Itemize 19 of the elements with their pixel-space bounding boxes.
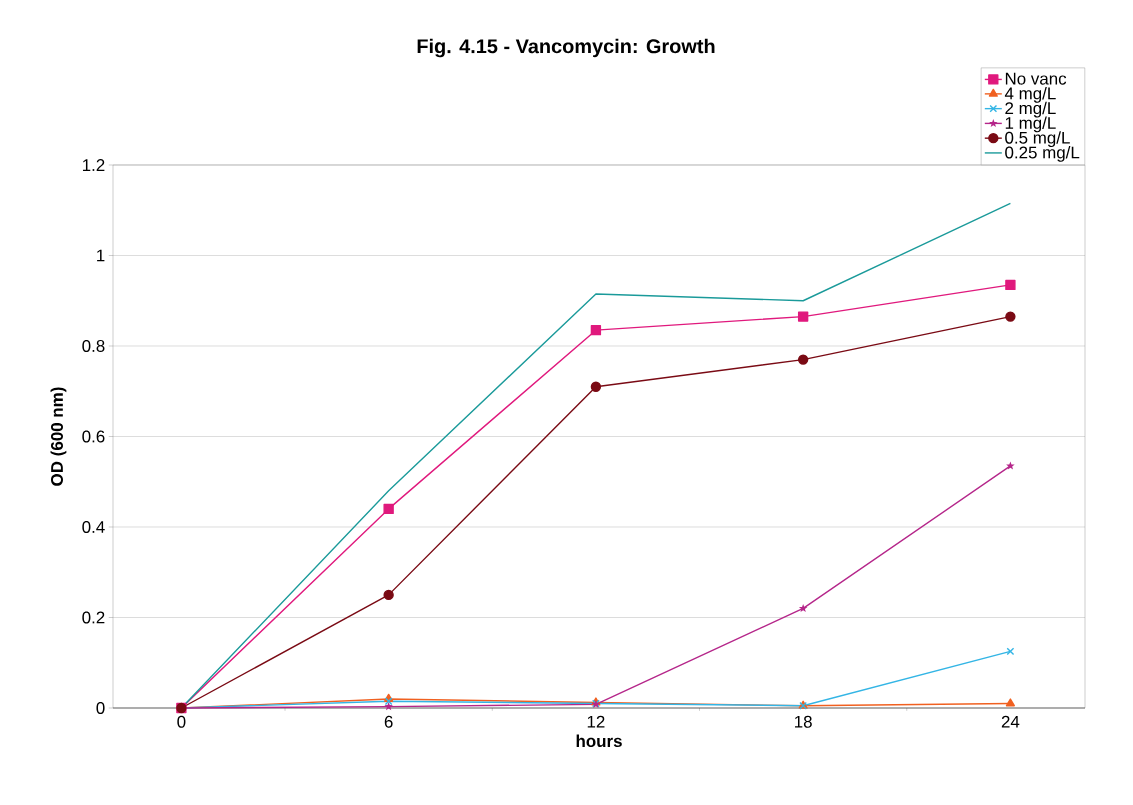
chart-title: Fig. 4.15 - Vancomycin: Growth <box>417 38 715 58</box>
y-axis-title: OD (600 nm) <box>50 387 67 486</box>
y-tick-label: 0.8 <box>82 340 105 352</box>
y-tick-label: 0.2 <box>82 611 105 624</box>
x-tick-label: 12 <box>587 715 605 728</box>
x-tick-label: 24 <box>1001 715 1020 728</box>
legend-label: No vanc <box>1005 72 1067 85</box>
x-tick-label: 0 <box>177 715 186 728</box>
legend-label: 4 mg/L <box>1004 87 1056 103</box>
legend-label: 2 mg/L <box>1005 101 1056 118</box>
y-tick-label: 1 <box>97 249 105 262</box>
x-tick-label: 6 <box>384 715 393 728</box>
legend-label: 0.25 mg/L <box>1005 146 1080 162</box>
x-axis-title: hours <box>576 734 622 748</box>
y-tick-label: 0.6 <box>82 430 105 443</box>
y-tick-label: 0.4 <box>82 521 105 533</box>
y-tick-label: 1.2 <box>82 159 105 171</box>
x-tick-label: 18 <box>795 715 812 728</box>
y-tick-label: 0 <box>96 702 105 714</box>
